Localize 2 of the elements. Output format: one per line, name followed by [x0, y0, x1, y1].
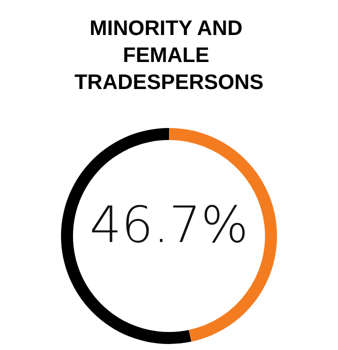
chart-title: MINORITY AND FEMALE TRADESPERSONS — [74, 17, 264, 94]
text: 46.7% — [90, 196, 248, 254]
